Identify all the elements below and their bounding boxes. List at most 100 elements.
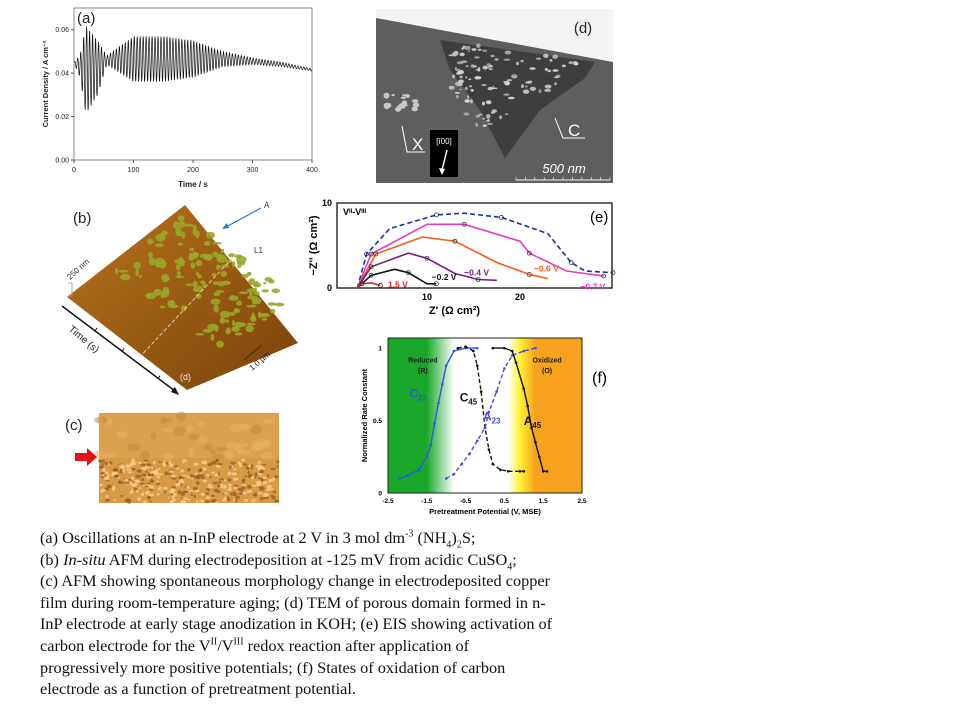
nucleus: [261, 317, 268, 321]
time-axis-tick: [157, 375, 161, 379]
grain: [153, 471, 159, 476]
line-label-l1: L1: [254, 246, 263, 255]
data-point: [452, 238, 458, 244]
grain: [227, 478, 232, 482]
pore: [504, 81, 510, 86]
nucleus: [175, 230, 183, 237]
grain: [180, 469, 184, 473]
grain: [259, 496, 264, 501]
nucleus: [213, 304, 219, 313]
series-line--0.4V: [356, 252, 497, 289]
pore: [452, 74, 456, 79]
series-label: −0.6 V: [534, 263, 559, 273]
pointer-arrowhead-icon: [222, 223, 229, 229]
nucleus: [216, 254, 227, 263]
caption-text: carbon electrode for the V: [40, 635, 211, 655]
nucleus: [221, 280, 231, 286]
data-point: [487, 410, 491, 414]
nucleus: [214, 324, 219, 332]
grain: [145, 491, 150, 495]
grain: [100, 471, 105, 475]
nucleus: [192, 280, 198, 288]
grain: [251, 485, 257, 487]
grain: [263, 496, 269, 500]
caption-text: ;: [512, 549, 517, 569]
nucleus: [173, 221, 181, 230]
pore: [464, 86, 469, 91]
caption-text: progressively more positive potentials; …: [40, 657, 506, 677]
nucleus: [248, 278, 256, 285]
grain: [256, 482, 262, 486]
nucleus: [195, 260, 203, 267]
nucleus: [181, 305, 187, 312]
grain: [241, 479, 245, 484]
direction-arrowhead-icon: [439, 168, 445, 175]
grain: [167, 496, 170, 499]
grain: [221, 498, 228, 502]
nucleus: [259, 313, 270, 318]
pointer-x: [401, 125, 425, 153]
series-label-subscript: 45: [468, 398, 477, 407]
grain: [175, 483, 181, 486]
pore: [481, 117, 486, 120]
series-label-A23: A: [483, 410, 492, 424]
nucleus: [177, 242, 183, 246]
grain: [235, 499, 238, 503]
data-point: [522, 387, 526, 391]
grain: [169, 463, 174, 468]
data-point: [601, 273, 607, 279]
pore: [488, 68, 493, 70]
grain: [156, 483, 160, 485]
pore: [464, 45, 471, 51]
grain: [221, 478, 225, 481]
caption-line: electrode as a function of pretreatment …: [40, 678, 660, 700]
nucleus: [197, 274, 202, 279]
grain: [197, 435, 208, 444]
grain: [266, 474, 270, 478]
data-point: [491, 462, 495, 466]
grain: [179, 480, 185, 484]
scale-bar-label: 500 nm: [542, 161, 586, 176]
grain: [130, 460, 134, 464]
pore: [454, 91, 460, 94]
grain: [188, 433, 200, 440]
data-point: [475, 364, 479, 367]
series-label-subscript: 45: [532, 421, 541, 430]
grain: [163, 490, 167, 494]
grain: [155, 480, 160, 483]
panel-label-c: (c): [65, 417, 83, 434]
data-point: [433, 281, 439, 287]
pore: [475, 114, 481, 118]
caption-text: (a) Oscillations at an n-InP electrode a…: [40, 528, 406, 547]
grain: [163, 453, 174, 461]
grain: [140, 463, 146, 466]
nucleus: [115, 268, 119, 274]
grain: [162, 487, 169, 490]
pore: [467, 50, 471, 52]
grain: [193, 462, 199, 466]
grain: [157, 488, 162, 491]
data-point: [368, 251, 374, 257]
caption-line: InP electrode at early stage anodization…: [40, 613, 660, 635]
grain: [106, 484, 112, 489]
grain: [173, 493, 177, 497]
grain: [204, 460, 207, 465]
grain: [262, 418, 275, 424]
data-point: [538, 455, 541, 459]
grain: [127, 471, 133, 474]
nucleus: [153, 288, 162, 296]
pore: [544, 88, 552, 92]
grain: [100, 476, 104, 478]
grain: [150, 485, 155, 489]
caption-text: (NH: [413, 528, 447, 547]
grain: [217, 472, 220, 476]
nucleus: [192, 225, 197, 231]
grain: [112, 470, 118, 475]
nucleus: [120, 273, 131, 281]
grain: [258, 486, 264, 490]
grain: [189, 489, 194, 493]
nucleus: [211, 272, 217, 277]
grain: [120, 465, 126, 470]
data-point: [364, 251, 369, 257]
